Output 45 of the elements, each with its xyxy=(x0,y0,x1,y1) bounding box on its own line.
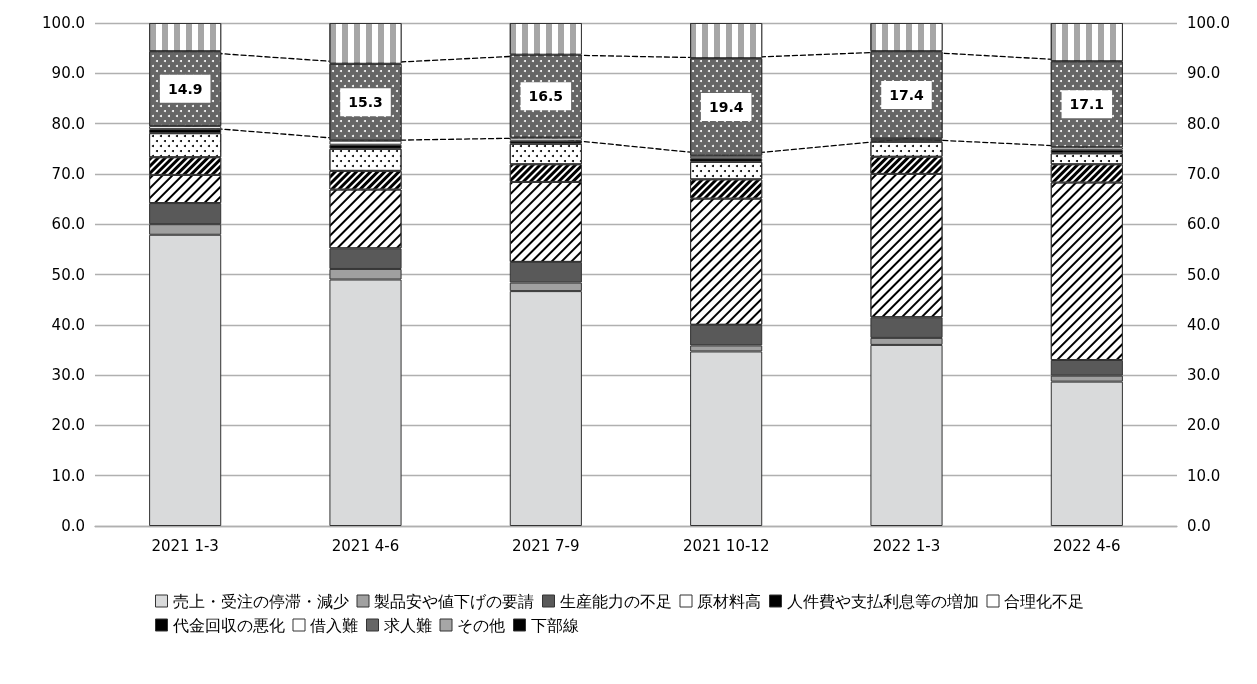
y-tick-label: 100.0 xyxy=(42,14,85,32)
y2-tick-label: 60.0 xyxy=(1187,215,1221,234)
legend-label: 合理化不足 xyxy=(1004,591,1084,611)
legend-label: 求人難 xyxy=(383,615,432,635)
legend-label: 借入難 xyxy=(310,615,358,635)
x-tick-label: 2022 4-6 xyxy=(1053,536,1121,555)
legend-label: 原材料高 xyxy=(697,591,761,611)
y2-tick-label: 10.0 xyxy=(1187,466,1221,485)
data-label: 17.1 xyxy=(1069,96,1105,113)
x-tick-label: 2021 1-3 xyxy=(151,536,219,555)
y-tick-label: 0.0 xyxy=(61,517,85,535)
y2-tick-label: 70.0 xyxy=(1187,164,1221,183)
y-tick-label: 80.0 xyxy=(51,114,85,133)
y2-tick-label: 40.0 xyxy=(1187,315,1221,334)
x-tick-label: 2021 10-12 xyxy=(682,536,770,555)
legend-label: 代金回収の悪化 xyxy=(171,615,285,635)
legend-label: 売上・受注の停滞・減少 xyxy=(172,591,349,611)
y-tick-label: 30.0 xyxy=(51,366,85,385)
data-label: 17.4 xyxy=(889,86,925,103)
legend-label: 下部線 xyxy=(530,615,579,635)
y-tick-label: 90.0 xyxy=(51,64,85,83)
data-label: 16.5 xyxy=(528,88,564,105)
y2-tick-label: 50.0 xyxy=(1187,265,1221,284)
y-tick-label: 40.0 xyxy=(51,315,85,334)
y2-tick-label: 80.0 xyxy=(1187,114,1221,133)
y-tick-label: 70.0 xyxy=(51,164,85,183)
x-tick-label: 2022 1-3 xyxy=(872,536,941,555)
x-tick-label: 2021 4-6 xyxy=(331,536,400,555)
y2-tick-label: 100.0 xyxy=(1187,14,1230,32)
data-label: 14.9 xyxy=(167,80,203,97)
y2-tick-label: 30.0 xyxy=(1187,366,1221,385)
y-tick-label: 60.0 xyxy=(51,215,85,234)
legend-label: 人件費や支払利息等の増加 xyxy=(786,591,979,611)
y-tick-label: 50.0 xyxy=(51,265,85,284)
legend-label: 生産能力の不足 xyxy=(559,591,672,611)
data-label: 19.4 xyxy=(708,99,744,115)
y2-tick-label: 20.0 xyxy=(1187,416,1221,435)
legend-label: その他 xyxy=(457,615,505,635)
y2-tick-label: 0.0 xyxy=(1187,517,1211,535)
y2-tick-label: 90.0 xyxy=(1187,64,1221,83)
y-tick-label: 20.0 xyxy=(51,416,85,435)
x-tick-label: 2021 7-9 xyxy=(512,536,580,555)
legend-label: 製品安や値下げの要請 xyxy=(374,591,534,611)
data-label: 15.3 xyxy=(348,94,383,111)
y-tick-label: 10.0 xyxy=(51,466,85,485)
